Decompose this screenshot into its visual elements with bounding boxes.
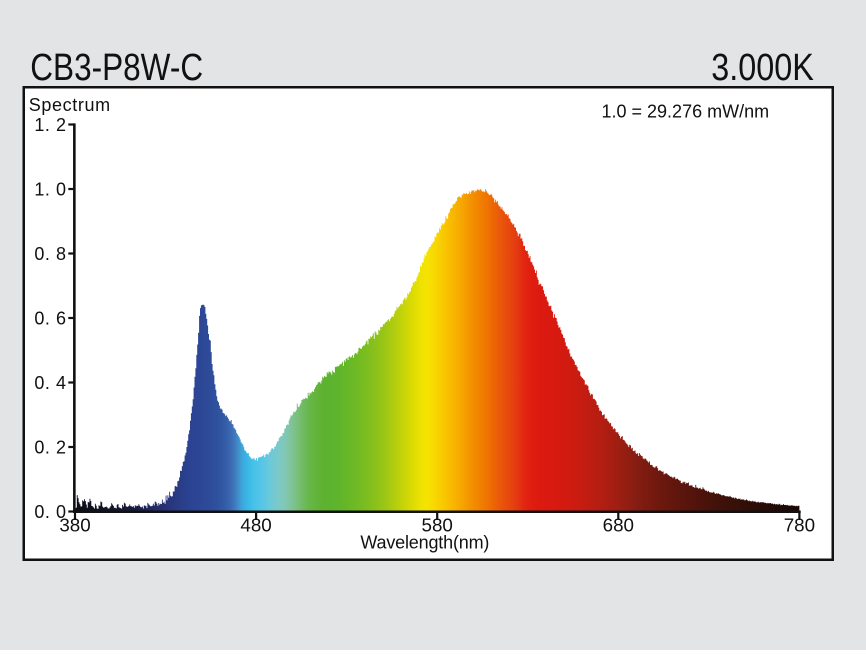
svg-text:1. 2: 1. 2 bbox=[34, 115, 66, 135]
svg-text:Spectrum: Spectrum bbox=[29, 95, 111, 115]
svg-text:1.0 = 29.276 mW/nm: 1.0 = 29.276 mW/nm bbox=[602, 101, 770, 121]
svg-text:480: 480 bbox=[240, 515, 271, 536]
svg-text:1. 0: 1. 0 bbox=[34, 179, 66, 199]
svg-text:0. 6: 0. 6 bbox=[34, 308, 66, 328]
svg-text:0. 0: 0. 0 bbox=[34, 502, 66, 522]
svg-text:0. 8: 0. 8 bbox=[34, 244, 66, 264]
svg-text:680: 680 bbox=[603, 515, 634, 536]
svg-text:CB3-P8W-C: CB3-P8W-C bbox=[30, 47, 203, 89]
svg-text:380: 380 bbox=[59, 515, 90, 536]
svg-text:Wavelength(nm): Wavelength(nm) bbox=[360, 532, 489, 552]
svg-text:580: 580 bbox=[422, 515, 453, 536]
svg-text:0. 2: 0. 2 bbox=[34, 437, 66, 457]
svg-text:780: 780 bbox=[784, 515, 815, 536]
svg-text:3.000K: 3.000K bbox=[711, 47, 814, 89]
svg-text:0. 4: 0. 4 bbox=[34, 373, 66, 393]
